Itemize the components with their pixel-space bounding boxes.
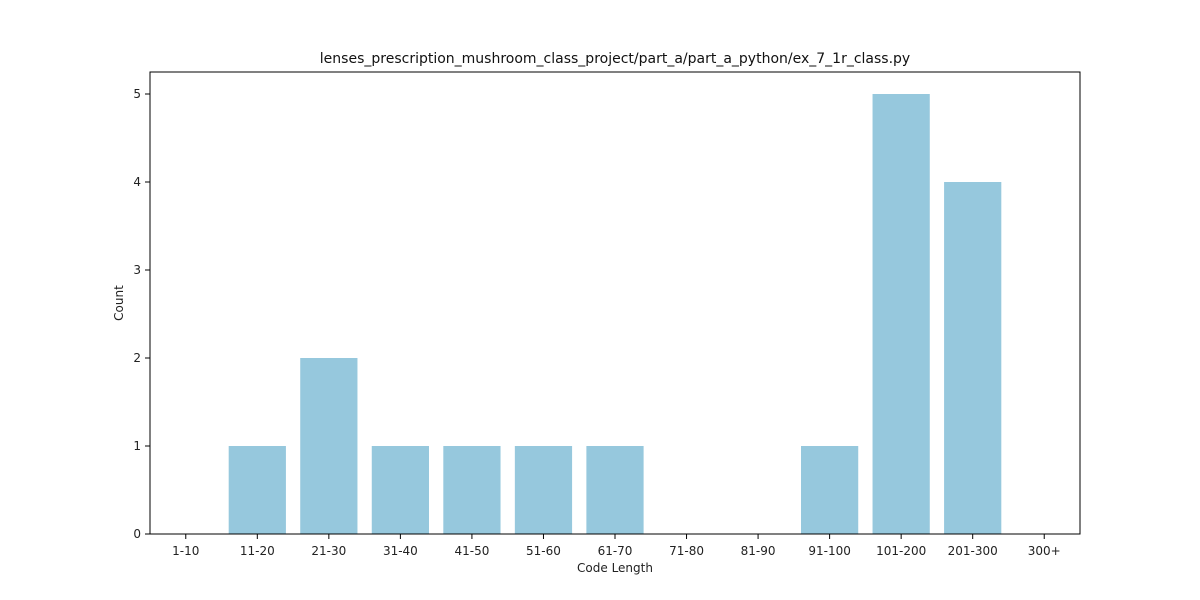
x-tick-label: 91-100 xyxy=(808,544,851,558)
x-axis-label: Code Length xyxy=(577,561,653,575)
bar-91-100 xyxy=(801,446,859,534)
y-tick-label: 2 xyxy=(133,351,141,365)
x-tick-label: 300+ xyxy=(1028,544,1061,558)
y-tick-label: 1 xyxy=(133,439,141,453)
bar-51-60 xyxy=(514,446,573,534)
bar-41-50 xyxy=(443,446,501,534)
x-tick-label: 1-10 xyxy=(172,544,199,558)
x-tick-label: 201-300 xyxy=(948,544,998,558)
y-axis: 0 1 2 3 4 5 xyxy=(133,87,150,541)
bar-61-70 xyxy=(586,446,644,534)
y-tick-label: 3 xyxy=(133,263,141,277)
bar-21-30 xyxy=(300,358,358,534)
x-tick-label: 11-20 xyxy=(240,544,275,558)
x-tick-label: 71-80 xyxy=(669,544,704,558)
chart-title: lenses_prescription_mushroom_class_proje… xyxy=(320,51,910,67)
bar-11-20 xyxy=(228,446,286,534)
y-tick-label: 4 xyxy=(133,175,141,189)
bar-201-300 xyxy=(944,182,1002,534)
x-tick-label: 101-200 xyxy=(876,544,926,558)
x-tick-label: 61-70 xyxy=(598,544,633,558)
bar-31-40 xyxy=(371,446,429,534)
bar-101-200 xyxy=(872,94,930,534)
y-axis-label: Count xyxy=(112,285,126,321)
x-axis: 1-10 11-20 21-30 31-40 41-50 51-60 61-70 71-80 8… xyxy=(172,534,1061,558)
x-tick-label: 31-40 xyxy=(383,544,418,558)
bars-group xyxy=(228,94,1002,534)
y-tick-label: 0 xyxy=(133,527,141,541)
y-tick-label: 5 xyxy=(133,87,141,101)
x-tick-label: 41-50 xyxy=(454,544,489,558)
x-tick-label: 21-30 xyxy=(311,544,346,558)
x-tick-label: 81-90 xyxy=(741,544,776,558)
x-tick-label: 51-60 xyxy=(526,544,561,558)
